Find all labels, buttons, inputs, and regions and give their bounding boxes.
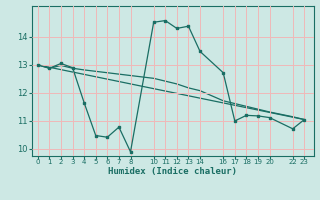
X-axis label: Humidex (Indice chaleur): Humidex (Indice chaleur) [108,167,237,176]
